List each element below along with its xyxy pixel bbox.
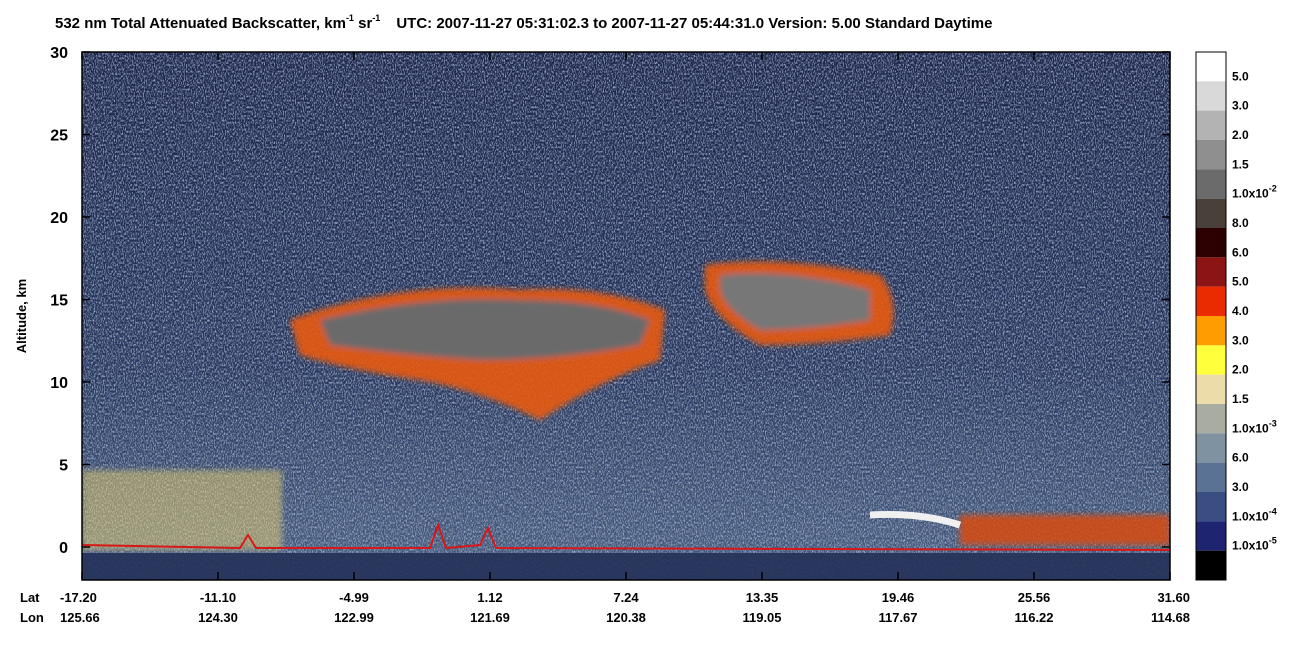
colorbar-label: 5.0: [1232, 275, 1249, 289]
y-tick-label: 10: [50, 375, 68, 392]
colorbar-label-exp: -4: [1269, 506, 1277, 516]
colorbar-label-text: 1.0x10: [1232, 509, 1269, 523]
colorbar-label-text: 5.0: [1232, 275, 1249, 289]
colorbar-label-exp: -3: [1269, 418, 1277, 428]
lon-tick-label: 125.66: [60, 610, 100, 625]
colorbar-segment: [1196, 257, 1226, 287]
colorbar-segment: [1196, 374, 1226, 404]
lat-tick-label: 31.60: [1157, 590, 1190, 605]
lat-tick-label: -11.10: [200, 590, 236, 605]
colorbar-segment: [1196, 228, 1226, 258]
lon-tick-label: 114.68: [1151, 610, 1190, 625]
y-tick-label: 30: [50, 45, 68, 62]
colorbar-label-text: 1.0x10: [1232, 421, 1269, 435]
colorbar-label: 2.0: [1232, 363, 1249, 377]
colorbar-segment: [1196, 110, 1226, 140]
colorbar-label: 3.0: [1232, 333, 1249, 347]
colorbar-label-text: 5.0: [1232, 69, 1249, 83]
y-tick-label: 0: [59, 540, 68, 557]
colorbar-segment: [1196, 550, 1226, 580]
lat-tick-label: 7.24: [613, 590, 639, 605]
colorbar-label-text: 1.5: [1232, 392, 1249, 406]
lon-tick-label: 119.05: [742, 610, 781, 625]
colorbar-label: 6.0: [1232, 451, 1249, 465]
colorbar-label: 1.0x10-4: [1232, 506, 1277, 523]
colorbar-segment: [1196, 462, 1226, 492]
colorbar-segment: [1196, 52, 1226, 82]
x-row-name: Lon: [20, 610, 44, 625]
colorbar-segment: [1196, 81, 1226, 111]
x-row-name: Lat: [20, 590, 40, 605]
chart-title: 532 nm Total Attenuated Backscatter, km-…: [55, 13, 992, 32]
colorbar-segment: [1196, 492, 1226, 522]
colorbar-segment: [1196, 345, 1226, 375]
y-tick-label: 15: [50, 293, 68, 310]
colorbar-label-text: 2.0: [1232, 363, 1249, 377]
colorbar-label-text: 4.0: [1232, 304, 1249, 318]
lon-tick-label: 120.38: [606, 610, 646, 625]
colorbar-label-exp: -5: [1269, 536, 1277, 546]
colorbar-label-exp: -2: [1269, 184, 1277, 194]
colorbar-label: 4.0: [1232, 304, 1249, 318]
colorbar-label-text: 6.0: [1232, 245, 1249, 259]
colorbar-segment: [1196, 404, 1226, 434]
colorbar-frame: [1195, 51, 1227, 581]
lon-tick-label: 117.67: [878, 610, 917, 625]
y-tick-label: 25: [50, 128, 68, 145]
colorbar-label-text: 3.0: [1232, 333, 1249, 347]
colorbar-label: 1.0x10-3: [1232, 418, 1277, 435]
colorbar-segment: [1196, 521, 1226, 551]
colorbar-label: 1.0x10-2: [1232, 184, 1277, 201]
colorbar-label: 6.0: [1232, 245, 1249, 259]
colorbar-segment: [1196, 169, 1226, 199]
colorbar-segment: [1196, 433, 1226, 463]
lat-tick-label: 13.35: [746, 590, 779, 605]
colorbar-label-text: 6.0: [1232, 451, 1249, 465]
colorbar-label: 3.0: [1232, 480, 1249, 494]
lat-tick-label: 19.46: [882, 590, 915, 605]
lon-tick-label: 121.69: [470, 610, 510, 625]
lat-tick-label: -17.20: [60, 590, 97, 605]
y-tick-label: 20: [50, 210, 68, 227]
colorbar-label: 2.0: [1232, 128, 1249, 142]
colorbar-segment: [1196, 286, 1226, 316]
lat-tick-label: -4.99: [339, 590, 369, 605]
colorbar-segment: [1196, 198, 1226, 228]
colorbar-label: 8.0: [1232, 216, 1249, 230]
colorbar-segment: [1196, 140, 1226, 170]
y-axis-label: Altitude, km: [14, 279, 29, 353]
colorbar-label: 5.0: [1232, 69, 1249, 83]
colorbar-label-text: 3.0: [1232, 99, 1249, 113]
lat-tick-label: 1.12: [477, 590, 502, 605]
colorbar-label: 1.0x10-5: [1232, 536, 1277, 553]
lat-tick-label: 25.56: [1018, 590, 1051, 605]
colorbar-label: 3.0: [1232, 99, 1249, 113]
lon-tick-label: 124.30: [198, 610, 238, 625]
colorbar-label-text: 1.5: [1232, 157, 1249, 171]
colorbar-label-text: 8.0: [1232, 216, 1249, 230]
colorbar-label-text: 1.0x10: [1232, 187, 1269, 201]
colorbar-segment: [1196, 316, 1226, 346]
colorbar-label: 1.5: [1232, 392, 1249, 406]
colorbar-label: 1.5: [1232, 157, 1249, 171]
colorbar-label-text: 1.0x10: [1232, 539, 1269, 553]
lon-tick-label: 122.99: [334, 610, 374, 625]
y-tick-label: 5: [59, 458, 68, 475]
lon-tick-label: 116.22: [1014, 610, 1053, 625]
colorbar-label-text: 3.0: [1232, 480, 1249, 494]
colorbar-label-text: 2.0: [1232, 128, 1249, 142]
backscatter-image: [82, 52, 1170, 580]
